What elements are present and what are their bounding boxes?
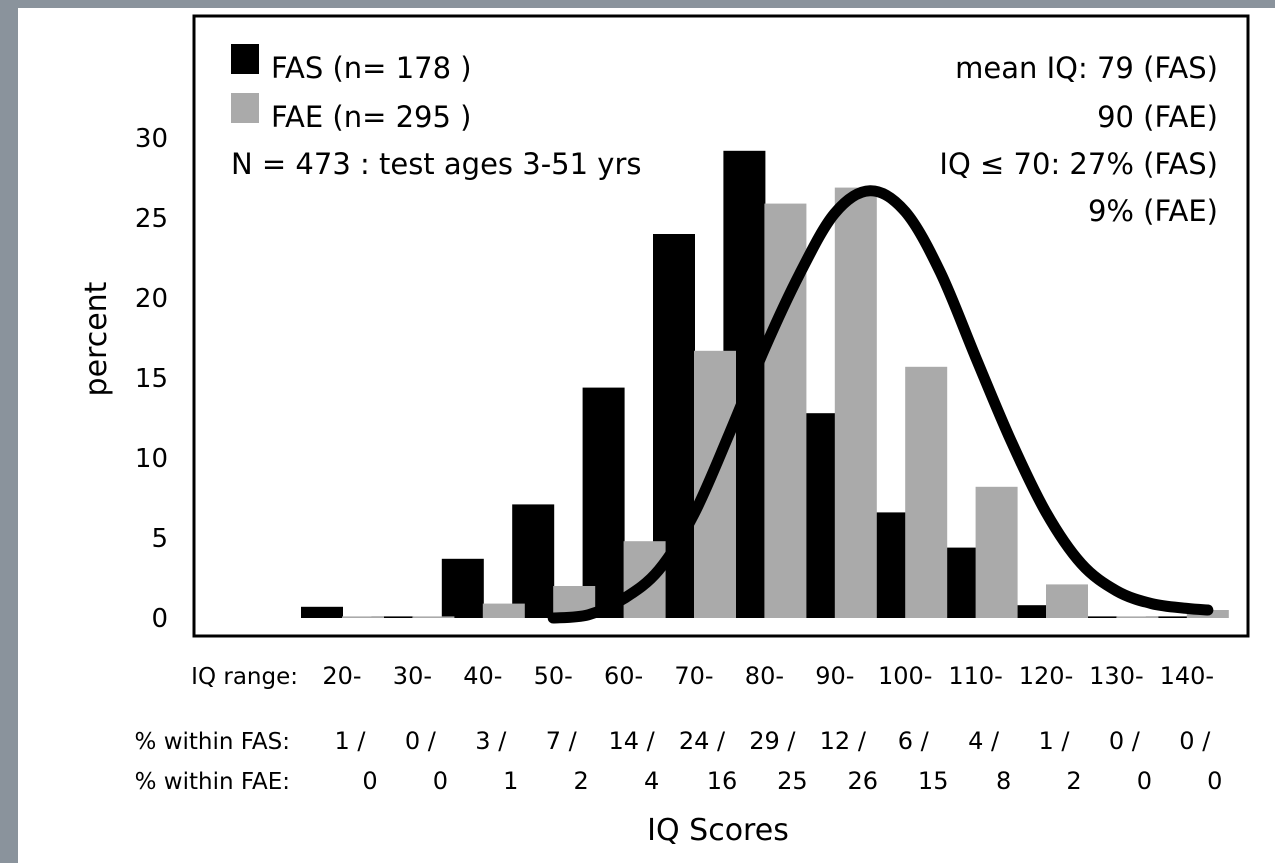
- fas-percent-140: 0 /: [1179, 727, 1211, 755]
- bar-fas-30: [371, 616, 414, 618]
- bar-fae-40: [482, 603, 525, 618]
- iq-range-label: IQ range:: [191, 664, 298, 690]
- bar-fae-30: [412, 616, 455, 618]
- x-tick-30: 30-: [393, 662, 432, 690]
- fas-percent-70: 24 /: [679, 727, 726, 755]
- fae-percent-90: 26: [848, 767, 879, 795]
- fas-percent-60: 14 /: [608, 727, 655, 755]
- fae-percent-110: 8: [996, 767, 1011, 795]
- fas-percent-80: 29 /: [749, 727, 796, 755]
- x-tick-120: 120-: [1019, 662, 1073, 690]
- bar-fae-70: [694, 350, 736, 618]
- bar-fas-40: [441, 558, 484, 618]
- fas-row-values: 1 / 0 / 3 / 7 / 14 / 24 / 29 / 12 / 6 / 4 / 1 / 0 /…: [335, 727, 1212, 755]
- y-tick-10: 10: [135, 444, 168, 474]
- legend-swatch-fas: [231, 44, 259, 74]
- annotation-low-iq-fae: 9% (FAE): [1088, 194, 1218, 228]
- x-tick-20: 20-: [322, 662, 361, 690]
- fae-percent-30: 0: [433, 767, 448, 795]
- bars-layer: [301, 150, 1229, 619]
- y-tick-labels: 0 5 10 15 20 25 30: [135, 124, 168, 634]
- x-tick-40: 40-: [463, 662, 502, 690]
- bar-fas-50: [512, 504, 555, 618]
- bar-fae-90: [834, 187, 877, 618]
- bar-fas-20: [301, 606, 343, 618]
- x-tick-140: 140-: [1160, 662, 1214, 690]
- x-tick-130: 130-: [1089, 662, 1143, 690]
- bar-fas-60: [582, 387, 625, 618]
- fae-row-label: % within FAE:: [135, 769, 290, 795]
- annotation-mean-fas: mean IQ: 79 (FAS): [955, 51, 1218, 85]
- figure-frame: 0 5 10 15 20 25 30 percent FAS (n= 178 ) FAE (…: [18, 8, 1275, 863]
- x-tick-labels: 20- 30- 40- 50- 60- 70- 80- 90- 100- 110- 120- 130-…: [322, 662, 1214, 690]
- fae-percent-70: 16: [707, 767, 738, 795]
- fae-percent-50: 2: [574, 767, 589, 795]
- y-tick-20: 20: [135, 284, 168, 314]
- bar-fae-120: [1046, 584, 1088, 618]
- x-tick-50: 50-: [534, 662, 573, 690]
- x-tick-60: 60-: [604, 662, 643, 690]
- fas-percent-100: 6 /: [898, 727, 930, 755]
- annotation-mean-fae: 90 (FAE): [1097, 100, 1218, 134]
- fas-percent-30: 0 /: [405, 727, 437, 755]
- y-tick-15: 15: [135, 364, 168, 394]
- x-tick-80: 80-: [745, 662, 784, 690]
- fas-percent-130: 0 /: [1109, 727, 1141, 755]
- fae-percent-100: 15: [918, 767, 949, 795]
- fas-percent-110: 4 /: [968, 727, 1000, 755]
- fae-percent-20: 0: [362, 767, 377, 795]
- y-tick-0: 0: [151, 604, 168, 634]
- x-tick-110: 110-: [948, 662, 1002, 690]
- bar-fae-20: [342, 616, 384, 618]
- curve-layer: [547, 185, 1214, 624]
- fas-percent-20: 1 /: [335, 727, 367, 755]
- fae-percent-40: 1: [503, 767, 518, 795]
- y-axis-label: percent: [79, 281, 114, 396]
- y-tick-30: 30: [135, 124, 168, 154]
- bar-fas-140: [1145, 616, 1188, 618]
- bar-fae-110: [975, 486, 1018, 618]
- fae-percent-60: 4: [644, 767, 659, 795]
- fae-row-values: 0 0 1 2 4 16 25 26 15 8 2 0 0: [362, 767, 1222, 795]
- fas-percent-50: 7 /: [546, 727, 578, 755]
- x-axis-label: IQ Scores: [647, 813, 789, 848]
- fae-percent-140: 0: [1207, 767, 1222, 795]
- normal-distribution-curve: [547, 185, 1214, 624]
- fae-percent-130: 0: [1137, 767, 1152, 795]
- y-tick-25: 25: [135, 204, 168, 234]
- x-tick-90: 90-: [815, 662, 854, 690]
- fas-percent-120: 1 /: [1039, 727, 1071, 755]
- x-tick-70: 70-: [674, 662, 713, 690]
- legend-swatch-fae: [231, 93, 259, 123]
- fas-row-label: % within FAS:: [135, 729, 290, 755]
- bar-fae-100: [905, 366, 948, 618]
- fas-percent-90: 12 /: [820, 727, 867, 755]
- bar-fae-130: [1116, 616, 1159, 618]
- legend-label-fae: FAE (n= 295 ): [271, 100, 472, 134]
- fas-percent-40: 3 /: [475, 727, 507, 755]
- fae-percent-80: 25: [777, 767, 808, 795]
- plot-frame: [192, 14, 1250, 638]
- fae-percent-120: 2: [1066, 767, 1081, 795]
- bar-fas-130: [1075, 616, 1118, 618]
- x-tick-100: 100-: [878, 662, 932, 690]
- legend-label-fas: FAS (n= 178 ): [271, 51, 472, 85]
- annotation-low-iq-fas: IQ ≤ 70: 27% (FAS): [939, 147, 1218, 181]
- legend-sample-note: N = 473 : test ages 3-51 yrs: [231, 147, 641, 181]
- y-tick-5: 5: [151, 524, 168, 554]
